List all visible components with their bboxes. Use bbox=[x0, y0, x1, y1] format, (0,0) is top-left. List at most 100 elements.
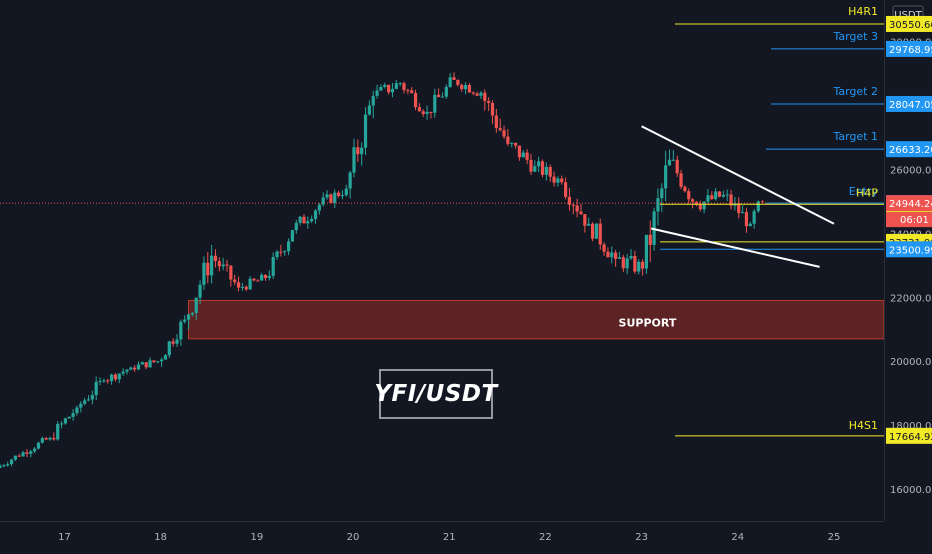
candle-body bbox=[748, 223, 752, 227]
candle bbox=[387, 84, 391, 95]
level-price-badge: 23500.99 bbox=[886, 241, 932, 258]
candle-body bbox=[75, 407, 79, 414]
candle-body bbox=[617, 257, 622, 259]
candle-body bbox=[117, 373, 121, 380]
candle-body bbox=[683, 186, 687, 192]
candle-body bbox=[656, 198, 660, 212]
candle bbox=[163, 354, 168, 360]
candle-body bbox=[136, 364, 141, 370]
candle bbox=[133, 365, 137, 372]
candle bbox=[683, 185, 687, 193]
candle bbox=[206, 252, 210, 284]
candle-body bbox=[252, 278, 256, 281]
candle bbox=[637, 259, 641, 275]
candle-body bbox=[333, 192, 337, 203]
candle bbox=[17, 453, 21, 457]
candle-body bbox=[340, 195, 345, 197]
candle-body bbox=[633, 256, 637, 272]
candle bbox=[394, 79, 398, 90]
candle-body bbox=[13, 455, 17, 460]
candle-body bbox=[56, 423, 60, 440]
candle bbox=[429, 111, 433, 119]
candle-body bbox=[421, 111, 425, 115]
candle bbox=[498, 118, 502, 132]
level-price-badge-text: 30550.66 bbox=[889, 20, 932, 31]
candle-body bbox=[590, 223, 595, 239]
candle bbox=[244, 285, 248, 292]
candle-body bbox=[521, 152, 525, 158]
candle-body bbox=[417, 107, 421, 112]
candle bbox=[190, 312, 194, 317]
candle-body bbox=[675, 159, 679, 174]
time-axis[interactable] bbox=[0, 521, 932, 550]
candle-body bbox=[583, 214, 587, 226]
price-axis[interactable] bbox=[884, 0, 932, 550]
candle bbox=[102, 378, 106, 383]
candle-body bbox=[206, 262, 210, 276]
candle-body bbox=[390, 88, 395, 93]
candle bbox=[290, 229, 295, 242]
candle-body bbox=[725, 194, 729, 196]
candle-body bbox=[756, 201, 760, 212]
candle bbox=[367, 100, 371, 116]
candle-body bbox=[290, 230, 295, 242]
candle-body bbox=[121, 371, 125, 374]
level-name: Target 2 bbox=[832, 85, 878, 98]
candle-body bbox=[317, 204, 321, 211]
candle bbox=[71, 409, 75, 421]
candle-body bbox=[167, 341, 171, 356]
candle-body bbox=[440, 96, 445, 98]
candle-body bbox=[213, 255, 218, 261]
candle bbox=[240, 283, 245, 291]
candle-body bbox=[175, 339, 179, 344]
candle bbox=[329, 193, 333, 204]
candle-body bbox=[83, 400, 87, 404]
candle-body bbox=[760, 201, 765, 203]
candle-body bbox=[698, 204, 702, 210]
candle bbox=[236, 276, 241, 292]
candle-body bbox=[71, 413, 75, 417]
candle-body bbox=[690, 199, 695, 202]
candle bbox=[59, 421, 64, 429]
candle-body bbox=[260, 274, 264, 281]
candle bbox=[179, 319, 183, 346]
candle-body bbox=[286, 241, 291, 252]
candle bbox=[156, 360, 160, 364]
candle bbox=[537, 156, 541, 173]
candle-body bbox=[564, 182, 568, 197]
level-price-badge-text: 23500.99 bbox=[889, 245, 932, 256]
candle-body bbox=[456, 79, 460, 85]
candle-body bbox=[283, 251, 287, 253]
level-name: Entry bbox=[849, 185, 879, 198]
candle bbox=[260, 272, 264, 281]
candle-body bbox=[236, 282, 241, 288]
candle-body bbox=[2, 465, 6, 467]
candle-body bbox=[560, 178, 564, 183]
candle-body bbox=[140, 362, 144, 365]
candle bbox=[567, 187, 572, 211]
candle bbox=[144, 362, 148, 370]
candle-body bbox=[363, 114, 368, 148]
candle-body bbox=[129, 367, 133, 370]
candle bbox=[583, 213, 587, 233]
candle bbox=[229, 265, 233, 287]
candle bbox=[171, 338, 175, 347]
candle-body bbox=[94, 381, 98, 396]
candle-body bbox=[452, 77, 456, 80]
candle bbox=[109, 373, 114, 385]
candle-body bbox=[133, 367, 137, 370]
candle bbox=[317, 203, 321, 215]
candle-body bbox=[614, 252, 618, 259]
candle bbox=[167, 340, 171, 358]
candle bbox=[633, 250, 637, 274]
candle bbox=[371, 90, 375, 119]
candle bbox=[194, 297, 198, 321]
candle bbox=[198, 280, 202, 305]
candle-body bbox=[275, 251, 279, 258]
candle bbox=[513, 142, 518, 149]
candle bbox=[306, 216, 310, 229]
candle-body bbox=[579, 211, 583, 215]
candle-body bbox=[98, 380, 102, 382]
